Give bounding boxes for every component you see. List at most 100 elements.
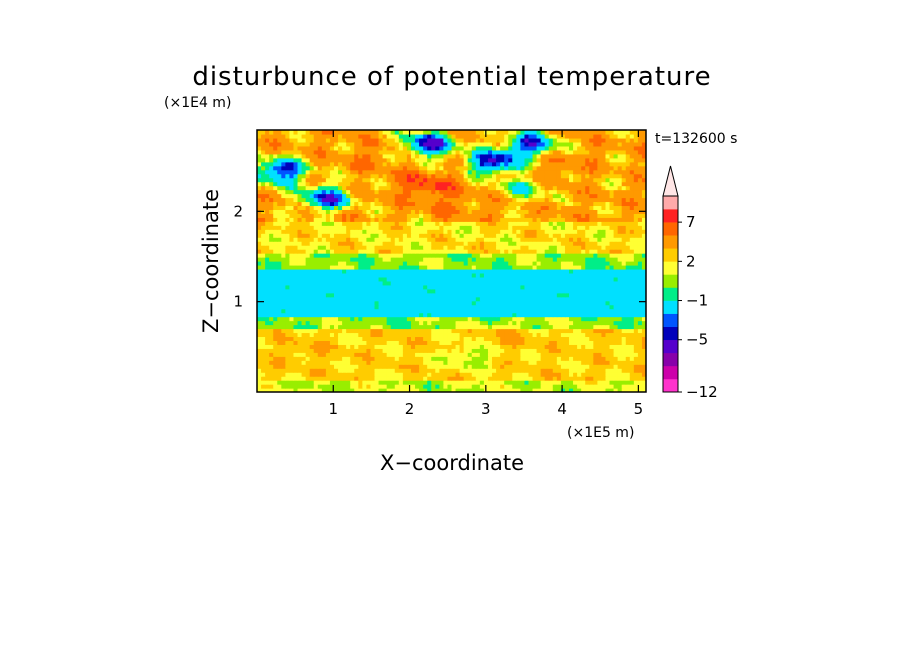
- heatmap-cell: [439, 364, 444, 369]
- heatmap-cell: [423, 380, 428, 385]
- heatmap-cell: [532, 272, 538, 278]
- heatmap-cell: [342, 213, 347, 218]
- heatmap-cell: [382, 272, 388, 278]
- heatmap-cell: [540, 292, 546, 298]
- heatmap-cell: [564, 364, 570, 369]
- heatmap-cell: [386, 316, 392, 322]
- heatmap-cell: [467, 356, 473, 361]
- heatmap-cell: [447, 288, 453, 294]
- heatmap-cell: [419, 292, 424, 298]
- heatmap-cell: [613, 221, 619, 226]
- heatmap-cell: [613, 316, 619, 322]
- heatmap-cell: [439, 372, 444, 377]
- heatmap-cell: [281, 368, 286, 373]
- heatmap-cell: [621, 229, 627, 234]
- heatmap-cell: [593, 272, 598, 278]
- heatmap-cell: [333, 316, 339, 322]
- heatmap-cell: [435, 388, 440, 392]
- heatmap-cell: [378, 292, 384, 298]
- heatmap-cell: [496, 272, 501, 278]
- heatmap-cell: [556, 197, 562, 203]
- heatmap-cell: [625, 384, 631, 389]
- heatmap-cell: [593, 324, 598, 330]
- heatmap-cell: [597, 296, 603, 302]
- heatmap-cell: [524, 237, 530, 242]
- heatmap-cell: [463, 249, 469, 254]
- heatmap-cell: [394, 280, 400, 286]
- heatmap-cell: [487, 257, 493, 262]
- heatmap-cell: [451, 268, 457, 274]
- heatmap-cell: [451, 296, 457, 302]
- heatmap-cell: [471, 197, 477, 203]
- heatmap-cell: [277, 245, 282, 250]
- heatmap-cell: [305, 324, 311, 330]
- heatmap-cell: [564, 280, 570, 286]
- heatmap-cell: [301, 272, 307, 278]
- heatmap-cell: [516, 292, 521, 298]
- heatmap-cell: [309, 344, 315, 349]
- heatmap-cell: [447, 237, 453, 242]
- heatmap-cell: [556, 205, 562, 210]
- heatmap-cell: [552, 388, 558, 392]
- heatmap-cell: [394, 372, 400, 377]
- heatmap-cell: [346, 368, 351, 373]
- heatmap-cell: [435, 213, 440, 218]
- heatmap-cell: [313, 344, 319, 349]
- heatmap-cell: [261, 229, 266, 234]
- heatmap-cell: [305, 296, 311, 302]
- heatmap-cell: [415, 296, 420, 302]
- heatmap-cell: [487, 292, 493, 298]
- heatmap-cell: [641, 221, 646, 226]
- heatmap-cell: [475, 368, 481, 373]
- heatmap-cell: [333, 217, 339, 222]
- heatmap-cell: [443, 372, 449, 377]
- heatmap-cell: [362, 209, 367, 214]
- heatmap-cell: [321, 284, 327, 290]
- heatmap-cell: [496, 388, 501, 392]
- heatmap-cell: [281, 197, 286, 203]
- heatmap-cell: [333, 296, 339, 302]
- heatmap-cell: [528, 380, 534, 385]
- heatmap-cell: [374, 308, 380, 314]
- heatmap-cell: [556, 388, 562, 392]
- heatmap-cell: [301, 304, 307, 310]
- heatmap-cell: [257, 193, 262, 199]
- heatmap-cell: [524, 304, 530, 310]
- heatmap-cell: [333, 320, 339, 326]
- heatmap-cell: [390, 197, 396, 203]
- heatmap-cell: [435, 253, 440, 258]
- heatmap-cell: [573, 304, 578, 310]
- heatmap-cell: [544, 312, 550, 318]
- heatmap-cell: [496, 257, 501, 262]
- heatmap-cell: [419, 328, 424, 334]
- heatmap-cell: [532, 324, 538, 330]
- heatmap-cell: [338, 384, 343, 389]
- heatmap-cell: [301, 312, 307, 318]
- heatmap-cell: [431, 364, 436, 369]
- heatmap-cell: [540, 352, 546, 357]
- heatmap-cell: [374, 380, 380, 385]
- heatmap-cell: [560, 308, 566, 314]
- heatmap-cell: [325, 376, 331, 381]
- heatmap-cell: [492, 253, 497, 258]
- heatmap-cell: [394, 324, 400, 330]
- heatmap-cell: [406, 376, 412, 381]
- heatmap-cell: [410, 360, 416, 365]
- heatmap-cell: [564, 344, 570, 349]
- heatmap-cell: [617, 217, 623, 222]
- heatmap-cell: [443, 272, 449, 278]
- heatmap-cell: [406, 185, 412, 191]
- heatmap-cell: [548, 316, 554, 322]
- heatmap-cell: [402, 272, 408, 278]
- heatmap-cell: [378, 193, 384, 199]
- heatmap-cell: [552, 189, 558, 195]
- heatmap-cell: [471, 276, 477, 282]
- heatmap-cell: [617, 328, 623, 334]
- heatmap-cell: [261, 245, 266, 250]
- heatmap-cell: [613, 197, 619, 203]
- heatmap-cell: [309, 368, 315, 373]
- heatmap-cell: [544, 253, 550, 258]
- heatmap-cell: [463, 324, 469, 330]
- heatmap-cell: [273, 288, 278, 294]
- heatmap-cell: [637, 296, 643, 302]
